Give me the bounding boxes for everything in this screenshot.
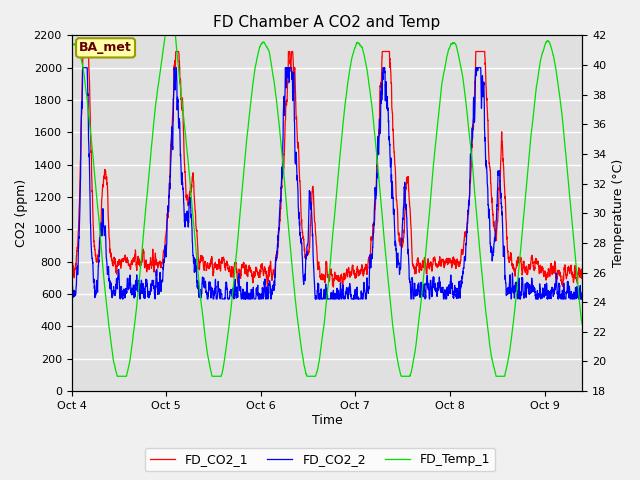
FD_CO2_2 — [79, 65, 86, 71]
FD_CO2_1 — [68, 258, 76, 264]
Y-axis label: Temperature (°C): Temperature (°C) — [612, 159, 625, 267]
FD_CO2_1 — [156, 260, 164, 266]
FD_Temp_1 — [68, 42, 76, 48]
FD_CO2_1 — [514, 257, 522, 263]
FD_CO2_1 — [79, 48, 87, 54]
FD_CO2_1 — [286, 49, 294, 55]
FD_Temp_1 — [569, 228, 577, 233]
Line: FD_Temp_1: FD_Temp_1 — [72, 28, 582, 376]
FD_CO2_2 — [116, 296, 124, 302]
X-axis label: Time: Time — [312, 414, 342, 427]
FD_CO2_2 — [569, 296, 577, 302]
Legend: FD_CO2_1, FD_CO2_2, FD_Temp_1: FD_CO2_1, FD_CO2_2, FD_Temp_1 — [145, 448, 495, 471]
FD_CO2_2 — [157, 279, 164, 285]
FD_Temp_1 — [579, 322, 586, 327]
FD_Temp_1 — [113, 373, 121, 379]
FD_CO2_2 — [514, 291, 522, 297]
FD_CO2_1 — [330, 284, 337, 290]
FD_CO2_2 — [68, 279, 76, 285]
FD_Temp_1 — [126, 358, 134, 363]
FD_Temp_1 — [156, 69, 164, 74]
FD_CO2_2 — [579, 296, 586, 302]
FD_Temp_1 — [163, 25, 170, 31]
FD_CO2_2 — [264, 296, 271, 302]
Text: BA_met: BA_met — [79, 41, 132, 54]
FD_Temp_1 — [286, 240, 294, 246]
FD_Temp_1 — [264, 46, 271, 52]
FD_CO2_1 — [579, 276, 586, 281]
Line: FD_CO2_2: FD_CO2_2 — [72, 68, 582, 299]
FD_Temp_1 — [514, 277, 522, 283]
Y-axis label: CO2 (ppm): CO2 (ppm) — [15, 179, 28, 247]
Title: FD Chamber A CO2 and Temp: FD Chamber A CO2 and Temp — [213, 15, 440, 30]
FD_CO2_1 — [569, 274, 577, 280]
FD_CO2_1 — [126, 264, 134, 270]
FD_CO2_1 — [264, 279, 271, 285]
FD_CO2_2 — [126, 282, 134, 288]
Line: FD_CO2_1: FD_CO2_1 — [72, 51, 582, 287]
FD_CO2_2 — [286, 65, 294, 71]
